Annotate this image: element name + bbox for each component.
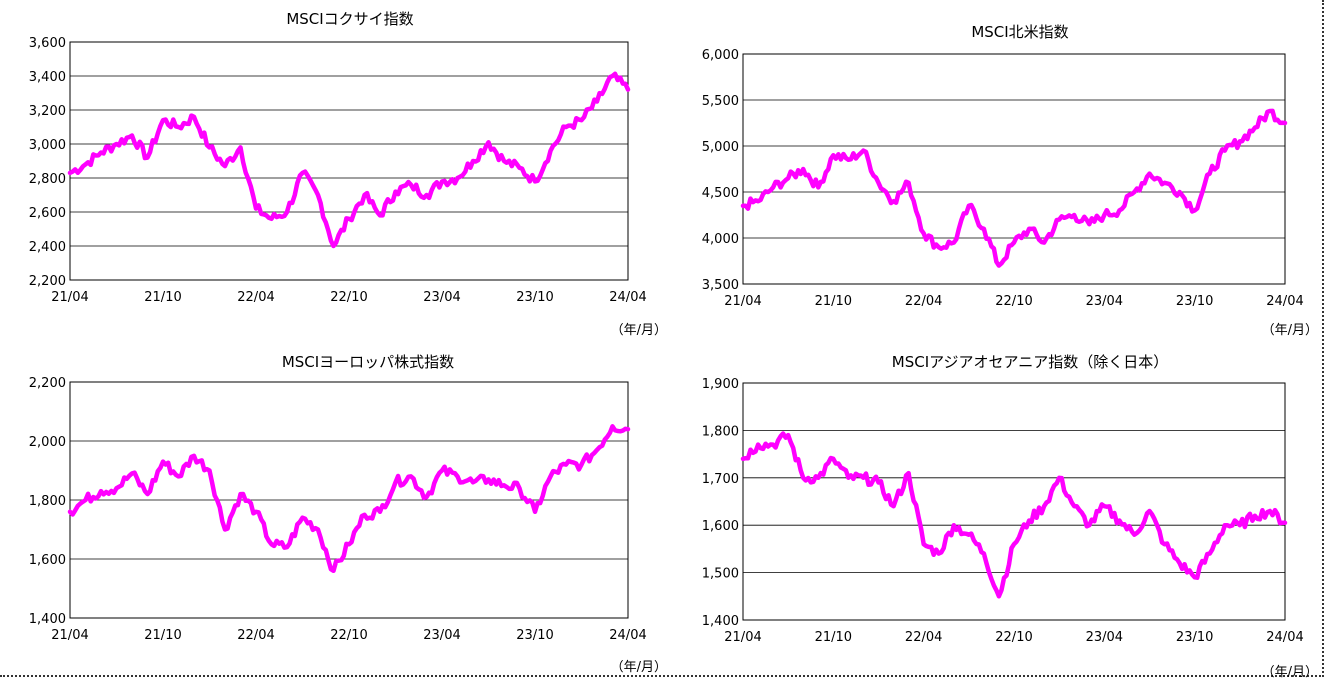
series-line: [740, 431, 1288, 599]
x-tick-label: 22/04: [905, 294, 942, 309]
y-tick-label: 5,000: [702, 140, 739, 155]
unit-label: （年/月）: [1262, 323, 1318, 338]
x-tick-label: 24/04: [1266, 630, 1303, 645]
chart-title: MSCIヨーロッパ株式指数: [282, 353, 454, 371]
x-tick-label: 21/04: [724, 294, 761, 309]
x-tick-label: 22/04: [905, 630, 942, 645]
y-tick-label: 1,800: [702, 424, 739, 439]
y-tick-label: 3,600: [29, 36, 66, 51]
x-tick-label: 24/04: [1266, 294, 1303, 309]
y-tick-label: 3,400: [29, 70, 66, 85]
unit-label: （年/月）: [1262, 665, 1318, 680]
x-tick-label: 23/04: [423, 628, 460, 643]
chart-title: MSCIコクサイ指数: [286, 10, 413, 28]
y-tick-label: 4,500: [702, 186, 739, 201]
y-tick-label: 1,400: [702, 614, 739, 629]
y-tick-label: 1,500: [702, 567, 739, 582]
x-tick-label: 23/04: [1086, 630, 1123, 645]
series-line: [67, 71, 631, 249]
y-tick-label: 3,000: [29, 138, 66, 153]
x-tick-label: 23/10: [516, 628, 553, 643]
x-tick-label: 22/04: [237, 290, 274, 305]
unit-label: （年/月）: [611, 660, 667, 675]
y-tick-label: 2,600: [29, 206, 66, 221]
plot-frame: [69, 41, 629, 281]
x-tick-label: 23/04: [1086, 294, 1123, 309]
series-line: [740, 108, 1288, 268]
x-tick-label: 22/10: [995, 294, 1032, 309]
x-tick-label: 24/04: [609, 290, 646, 305]
plot-frame: [742, 382, 1286, 621]
y-tick-label: 2,200: [29, 274, 66, 289]
plot-area: 3,600 3,400 3,200 3,000 2,800 2,600 2,400 2,200…: [29, 36, 647, 305]
chart-title: MSCI北米指数: [971, 23, 1068, 41]
y-tick-label: 6,000: [702, 48, 739, 63]
y-tick-label: 1,800: [29, 494, 66, 509]
y-tick-label: 1,600: [702, 519, 739, 534]
x-tick-label: 21/04: [51, 628, 88, 643]
x-tick-label: 21/10: [144, 290, 181, 305]
y-tick-label: 1,600: [29, 553, 66, 568]
chart-msci-north-america: MSCI北米指数 6,0005,5005,0004,5004,0003,5002…: [702, 23, 1318, 338]
series-line: [67, 424, 631, 574]
x-tick-label: 23/04: [423, 290, 460, 305]
x-tick-label: 22/10: [330, 628, 367, 643]
x-tick-label: 21/10: [144, 628, 181, 643]
y-tick-label: 3,200: [29, 104, 66, 119]
y-tick-label: 2,200: [29, 376, 66, 391]
y-tick-label: 2,400: [29, 240, 66, 255]
y-tick-label: 5,500: [702, 94, 739, 109]
unit-label: （年/月）: [611, 323, 667, 338]
x-tick-label: 23/10: [1176, 294, 1213, 309]
y-tick-label: 1,900: [702, 377, 739, 392]
y-tick-label: 1,400: [29, 612, 66, 627]
x-tick-label: 21/04: [51, 290, 88, 305]
x-tick-label: 23/10: [516, 290, 553, 305]
x-tick-label: 23/10: [1176, 630, 1213, 645]
x-tick-label: 21/04: [724, 630, 761, 645]
x-tick-label: 24/04: [609, 628, 646, 643]
y-tick-label: 3,500: [702, 278, 739, 293]
y-tick-label: 2,000: [29, 435, 66, 450]
chart-title: MSCIアジアオセアニア指数（除く日本）: [892, 353, 1168, 371]
y-tick-label: 1,700: [702, 472, 739, 487]
x-tick-label: 22/10: [330, 290, 367, 305]
chart-msci-europe: MSCIヨーロッパ株式指数 2,2002,0001,8001,6001,4002…: [29, 353, 667, 675]
x-tick-label: 22/10: [995, 630, 1032, 645]
x-tick-label: 22/04: [237, 628, 274, 643]
x-tick-label: 21/10: [815, 630, 852, 645]
y-tick-label: 4,000: [702, 232, 739, 247]
y-tick-label: 2,800: [29, 172, 66, 187]
x-tick-label: 21/10: [815, 294, 852, 309]
chart-msci-asia-oceania: MSCIアジアオセアニア指数（除く日本） 1,900 1,800 1,700 1,60…: [702, 353, 1318, 680]
chart-msci-kokusai: MSCIコクサイ指数 3,600 3,400 3,200 3,000 2,800 2,60…: [29, 10, 667, 338]
plot-frame: [742, 53, 1286, 285]
